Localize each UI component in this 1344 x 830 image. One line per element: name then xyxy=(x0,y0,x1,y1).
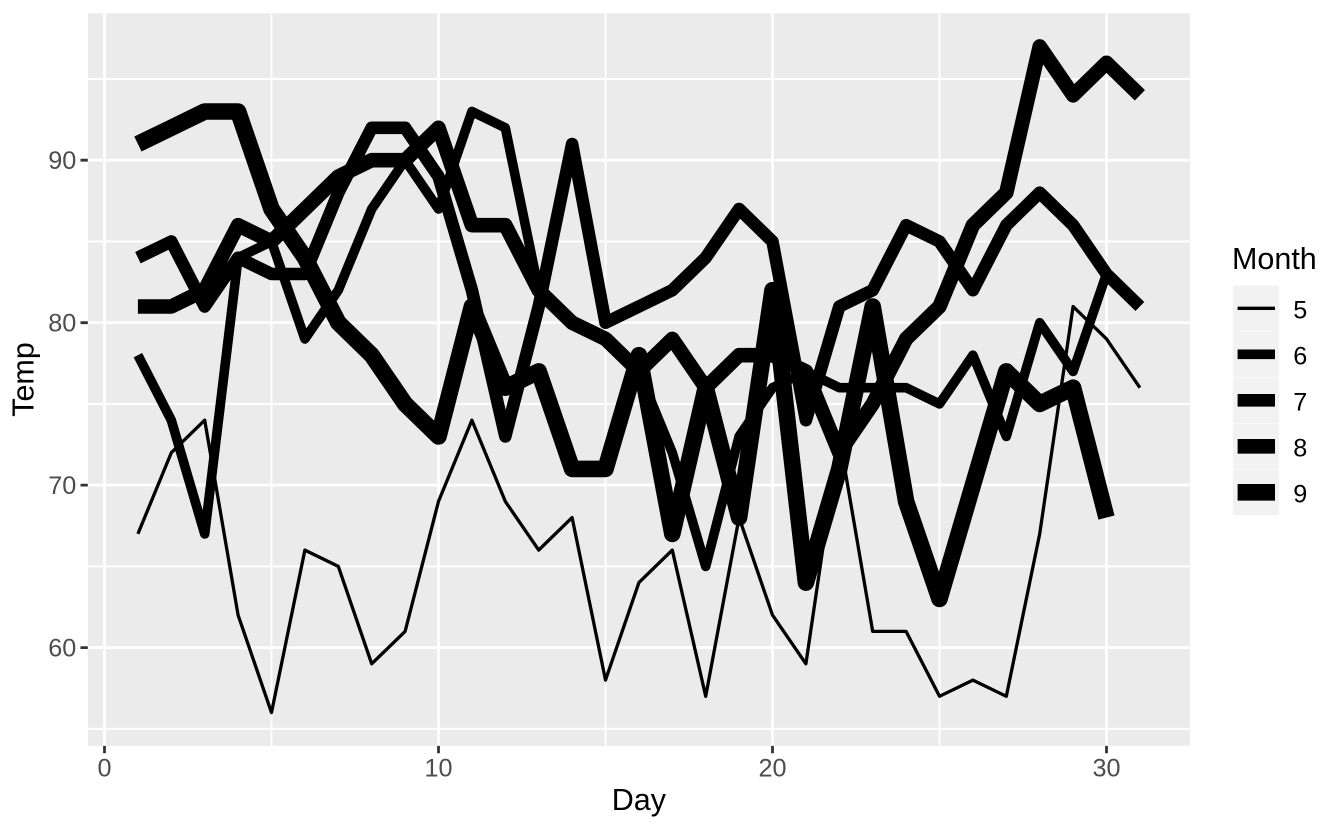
svg-text:60: 60 xyxy=(48,634,76,662)
svg-text:Temp: Temp xyxy=(6,342,40,417)
svg-text:10: 10 xyxy=(424,755,452,783)
svg-text:Day: Day xyxy=(612,783,667,817)
svg-text:0: 0 xyxy=(97,755,111,783)
svg-text:30: 30 xyxy=(1092,755,1120,783)
svg-text:6: 6 xyxy=(1293,343,1307,371)
svg-text:9: 9 xyxy=(1293,481,1307,509)
svg-text:5: 5 xyxy=(1293,297,1307,325)
svg-text:90: 90 xyxy=(48,147,76,175)
svg-text:Month: Month xyxy=(1232,242,1317,276)
svg-text:7: 7 xyxy=(1293,389,1307,417)
svg-text:8: 8 xyxy=(1293,435,1307,463)
svg-text:20: 20 xyxy=(758,755,786,783)
svg-text:80: 80 xyxy=(48,309,76,337)
svg-text:70: 70 xyxy=(48,472,76,500)
